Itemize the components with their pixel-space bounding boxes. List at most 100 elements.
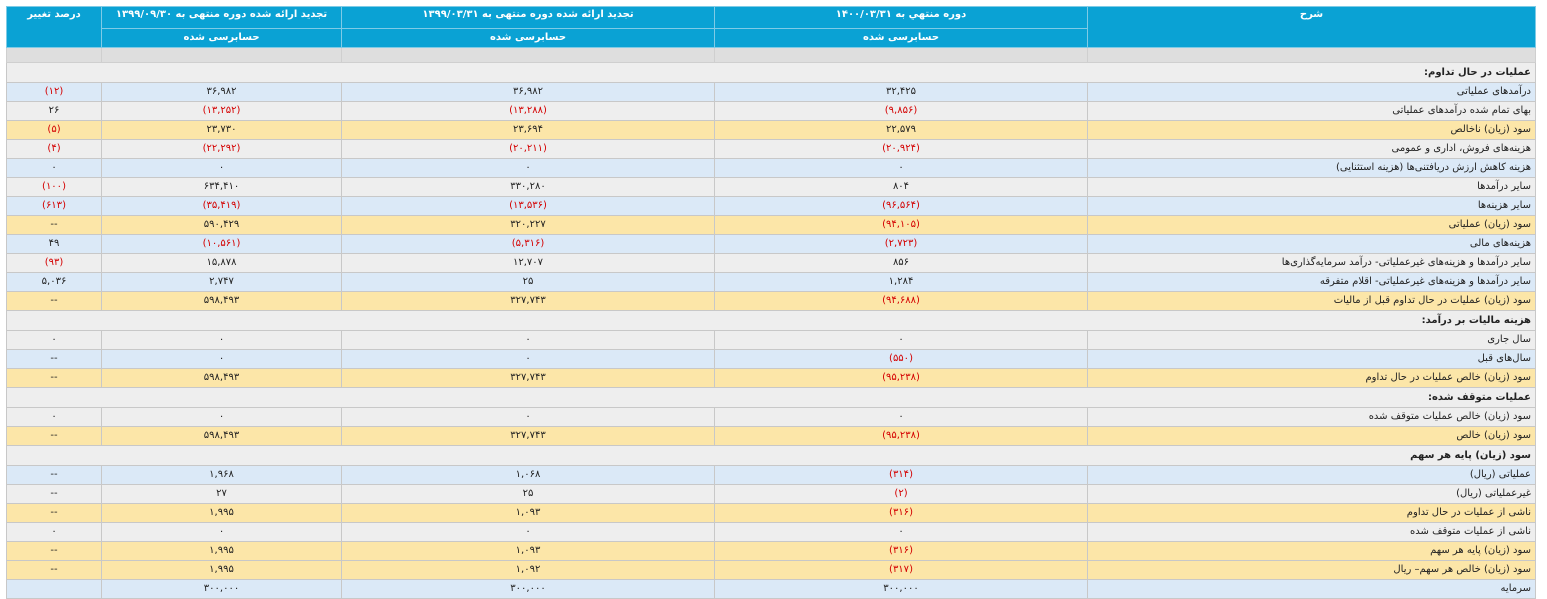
percent-change: -- (6, 503, 102, 523)
table-row: درآمدهای عملیاتی ۳۲,۴۲۵ ۳۶,۹۸۲ ۳۶,۹۸۲ (۱۲) (6, 82, 1536, 102)
row-label: هزینه‌های مالی (1087, 234, 1536, 254)
section-row: عملیات متوقف شده: (6, 387, 1536, 408)
value-1399-09: ۰ (101, 330, 342, 350)
table-header: شرح دوره منتهي به ۱۴۰۰/۰۳/۳۱ تجدید ارائه… (6, 6, 1536, 48)
table-row: سود (زیان) خالص هر سهم– ریال (۳۱۷) ۱,۰۹۲ ۱,… (6, 560, 1536, 580)
value-1399-09: ۲,۷۴۷ (101, 272, 342, 292)
value-1399-09: ۱,۹۹۵ (101, 503, 342, 523)
value-1400: (۹۵,۲۳۸) (714, 426, 1088, 446)
row-label: غیرعملیاتی (ریال) (1087, 484, 1536, 504)
percent-change: (۶۱۳) (6, 196, 102, 216)
percent-change: -- (6, 465, 102, 485)
value-1399-09: ۵۹۰,۴۲۹ (101, 215, 342, 235)
value-1400: ۲۲,۵۷۹ (714, 120, 1088, 140)
row-label: عملیاتی (ریال) (1087, 465, 1536, 485)
section-row: سود (زیان) پایه هر سهم (6, 445, 1536, 466)
value-1399-03: ۲۵ (341, 484, 715, 504)
row-label: سود (زیان) عملیات در حال تداوم قبل از ما… (1087, 291, 1536, 311)
period-1400-header: دوره منتهي به ۱۴۰۰/۰۳/۳۱ (714, 6, 1088, 29)
section-title: عملیات متوقف شده: (6, 387, 1536, 408)
table-row: سایر درآمدها ۸۰۴ ۳۳۰,۲۸۰ ۶۳۴,۴۱۰ (۱۰۰) (6, 177, 1536, 197)
percent-change: -- (6, 291, 102, 311)
percent-change: ۰ (6, 407, 102, 427)
table-row: سایر هزینه‌ها (۹۶,۵۶۴) (۱۳,۵۳۶) (۳۵,۴۱۹) (۶۱… (6, 196, 1536, 216)
row-label: سرمایه (1087, 579, 1536, 599)
table-row: سود (زیان) عملیاتی (۹۴,۱۰۵) ۳۲۰,۲۲۷ ۵۹۰,۴۲۹… (6, 215, 1536, 235)
value-1399-09: (۱۰,۵۶۱) (101, 234, 342, 254)
percent-change: -- (6, 541, 102, 561)
value-1399-09: ۱۵,۸۷۸ (101, 253, 342, 273)
value-1399-09: (۲۲,۲۹۲) (101, 139, 342, 159)
row-label: سال جاری (1087, 330, 1536, 350)
row-label: ناشی از عملیات متوقف شده (1087, 522, 1536, 542)
percent-change: -- (6, 215, 102, 235)
table-row: هزینه‌های مالی (۲,۷۲۳) (۵,۳۱۶) (۱۰,۵۶۱) ۴۹ (6, 234, 1536, 254)
value-1399-03: ۳۶,۹۸۲ (341, 82, 715, 102)
value-1400: (۲۰,۹۲۴) (714, 139, 1088, 159)
table-row: سایر درآمدها و هزینه‌های غیرعملیاتی- اقل… (6, 272, 1536, 292)
value-1400: (۹۴,۶۸۸) (714, 291, 1088, 311)
value-1399-09: ۱,۹۹۵ (101, 541, 342, 561)
table-row: سود (زیان) عملیات در حال تداوم قبل از ما… (6, 291, 1536, 311)
percent-change-header: درصد تغییر (6, 6, 102, 48)
value-1399-03: ۱,۰۹۲ (341, 560, 715, 580)
percent-change (6, 579, 102, 599)
table-row: ناشی از عملیات متوقف شده ۰ ۰ ۰ ۰ (6, 522, 1536, 542)
percent-change: (۹۳) (6, 253, 102, 273)
table-row: سود (زیان) خالص عملیات متوقف شده ۰ ۰ ۰ ۰ (6, 407, 1536, 427)
section-title: سود (زیان) پایه هر سهم (6, 445, 1536, 466)
table-row: هزینه کاهش ارزش دریافتنی‌ها (هزینه استثن… (6, 158, 1536, 178)
value-1399-09: ۵۹۸,۴۹۳ (101, 426, 342, 446)
value-1399-09: ۱,۹۶۸ (101, 465, 342, 485)
value-1400: (۳۱۴) (714, 465, 1088, 485)
value-1399-03: (۱۳,۵۳۶) (341, 196, 715, 216)
audited-label-3: حسابرسی شده (101, 28, 342, 48)
value-1399-03: ۰ (341, 522, 715, 542)
value-1399-03: (۵,۳۱۶) (341, 234, 715, 254)
value-1399-09: (۱۳,۲۵۲) (101, 101, 342, 121)
row-label: سایر درآمدها (1087, 177, 1536, 197)
spacer-cell (341, 47, 715, 63)
row-label: سایر درآمدها و هزینه‌های غیرعملیاتی- اقل… (1087, 272, 1536, 292)
financial-statement: شرح دوره منتهي به ۱۴۰۰/۰۳/۳۱ تجدید ارائه… (6, 6, 1536, 599)
spacer-cell (1087, 47, 1536, 63)
value-1399-03: ۱,۰۹۳ (341, 541, 715, 561)
spacer-row (6, 47, 1536, 63)
percent-change: ۲۶ (6, 101, 102, 121)
row-label: سود (زیان) عملیاتی (1087, 215, 1536, 235)
value-1399-03: ۳۲۰,۲۲۷ (341, 215, 715, 235)
value-1399-03: ۰ (341, 330, 715, 350)
value-1399-09: ۰ (101, 349, 342, 369)
row-label: سود (زیان) خالص عملیات متوقف شده (1087, 407, 1536, 427)
table-row: غیرعملیاتی (ریال) (۲) ۲۵ ۲۷ -- (6, 484, 1536, 504)
value-1399-03: ۳۲۷,۷۴۳ (341, 291, 715, 311)
value-1400: ۰ (714, 330, 1088, 350)
percent-change: ۰ (6, 330, 102, 350)
value-1399-03: ۱۲,۷۰۷ (341, 253, 715, 273)
value-1400: (۹۴,۱۰۵) (714, 215, 1088, 235)
period-1399-03-header: تجدید ارائه شده دوره منتهی به ۱۳۹۹/۰۳/۳۱ (341, 6, 715, 29)
table-row: عملیاتی (ریال) (۳۱۴) ۱,۰۶۸ ۱,۹۶۸ -- (6, 465, 1536, 485)
table-row: سود (زیان) خالص عملیات در حال تداوم (۹۵,۲… (6, 368, 1536, 388)
value-1399-09: ۵۹۸,۴۹۳ (101, 368, 342, 388)
table-row: سود (زیان) ناخالص ۲۲,۵۷۹ ۲۳,۶۹۴ ۲۳,۷۳۰ (۵) (6, 120, 1536, 140)
value-1399-03: ۱,۰۶۸ (341, 465, 715, 485)
value-1400: (۳۱۶) (714, 503, 1088, 523)
spacer-cell (101, 47, 342, 63)
row-label: سود (زیان) ناخالص (1087, 120, 1536, 140)
value-1399-03: ۳۰۰,۰۰۰ (341, 579, 715, 599)
value-1399-03: ۲۳,۶۹۴ (341, 120, 715, 140)
value-1399-09: ۶۳۴,۴۱۰ (101, 177, 342, 197)
table-row: سود (زیان) خالص (۹۵,۲۳۸) ۳۲۷,۷۴۳ ۵۹۸,۴۹۳ -- (6, 426, 1536, 446)
row-label: سال‌های قبل (1087, 349, 1536, 369)
table-row: سال‌های قبل (۵۵۰) ۰ ۰ -- (6, 349, 1536, 369)
value-1400: (۹۵,۲۳۸) (714, 368, 1088, 388)
table-row: سایر درآمدها و هزینه‌های غیرعملیاتی- درآ… (6, 253, 1536, 273)
value-1399-09: ۰ (101, 522, 342, 542)
value-1400: ۰ (714, 158, 1088, 178)
table-body: عملیات در حال تداوم: درآمدهای عملیاتی ۳۲,۴… (6, 47, 1536, 599)
section-row: عملیات در حال تداوم: (6, 62, 1536, 83)
percent-change: ۰ (6, 158, 102, 178)
value-1399-09: ۳۶,۹۸۲ (101, 82, 342, 102)
value-1399-09: ۰ (101, 158, 342, 178)
